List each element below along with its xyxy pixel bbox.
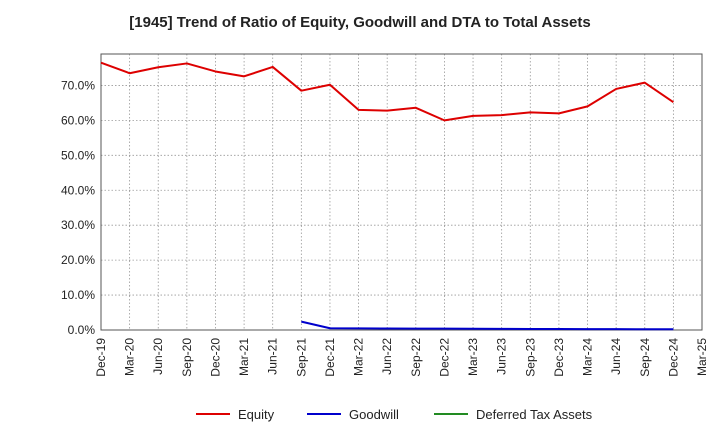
legend-label: Equity [238, 407, 275, 422]
y-tick-label: 20.0% [61, 253, 95, 267]
x-tick-label: Dec-23 [552, 338, 566, 377]
y-tick-label: 70.0% [61, 78, 95, 92]
y-tick-label: 10.0% [61, 288, 95, 302]
x-tick-label: Jun-21 [266, 338, 280, 375]
x-tick-label: Jun-20 [151, 338, 165, 375]
y-tick-label: 0.0% [68, 323, 96, 337]
x-tick-label: Jun-23 [495, 338, 509, 375]
x-tick-label: Sep-24 [638, 338, 652, 377]
legend-label: Goodwill [349, 407, 399, 422]
x-tick-label: Sep-23 [523, 338, 537, 377]
legend-label: Deferred Tax Assets [476, 407, 593, 422]
x-tick-label: Dec-22 [437, 338, 451, 377]
x-tick-label: Mar-22 [352, 338, 366, 376]
chart-title: [1945] Trend of Ratio of Equity, Goodwil… [129, 14, 591, 31]
x-tick-label: Dec-19 [94, 338, 108, 377]
x-tick-label: Jun-24 [609, 338, 623, 375]
y-tick-label: 30.0% [61, 218, 95, 232]
x-tick-label: Sep-22 [409, 338, 423, 377]
series-line-goodwill [301, 320, 674, 331]
x-tick-label: Mar-24 [581, 338, 595, 376]
x-tick-label: Sep-20 [180, 338, 194, 377]
x-tick-label: Dec-24 [666, 338, 680, 377]
x-tick-label: Mar-20 [123, 338, 137, 376]
y-tick-label: 40.0% [61, 183, 95, 197]
x-tick-label: Sep-21 [294, 338, 308, 377]
plot-frame [100, 53, 703, 331]
x-tick-label: Mar-25 [695, 338, 709, 376]
y-tick-label: 50.0% [61, 148, 95, 162]
x-tick-label: Dec-21 [323, 338, 337, 377]
x-tick-label: Mar-21 [237, 338, 251, 376]
x-tick-label: Jun-22 [380, 338, 394, 375]
y-tick-label: 60.0% [61, 113, 95, 127]
series-line-equity [100, 61, 674, 122]
x-tick-label: Mar-23 [466, 338, 480, 376]
x-tick-label: Dec-20 [208, 338, 222, 377]
